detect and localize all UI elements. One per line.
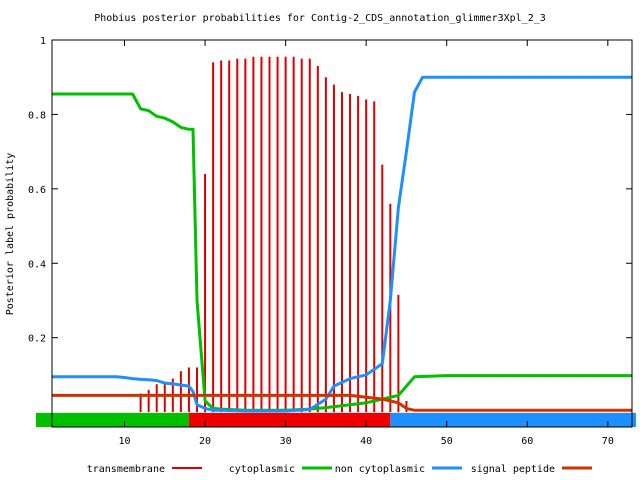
x-tick-label: 40 [360,436,372,447]
y-tick-label: 0.6 [28,185,46,196]
axis-ticks: 0.2 0.4 0.6 0.8 1 10 20 30 40 50 60 70 [28,36,632,447]
x-tick-label: 50 [441,436,453,447]
legend-label-signal-peptide: signal peptide [471,464,555,475]
plot-frame [51,39,633,428]
legend: transmembrane cytoplasmic non cytoplasmic s… [87,464,592,475]
y-axis-label: Posterior label probability [5,153,16,316]
topology-segment-transmembrane [188,412,391,427]
topology-segment-cytoplasmic [36,412,189,427]
topology-bar [36,412,636,427]
signal-peptide-line [52,393,632,412]
cytoplasmic-line [52,92,632,412]
legend-label-transmembrane: transmembrane [87,464,165,475]
x-tick-label: 20 [199,436,211,447]
y-tick-label: 0.2 [28,334,46,345]
x-tick-label: 10 [118,436,130,447]
chart-title: Phobius posterior probabilities for Cont… [94,13,546,24]
y-tick-label: 0.8 [28,110,46,121]
probability-lines [52,75,632,413]
topology-segment-non-cytoplasmic [390,412,636,427]
y-tick-label: 1 [40,36,46,47]
x-tick-label: 30 [280,436,292,447]
y-tick-label: 0.4 [28,259,46,270]
transmembrane-impulses [139,56,408,413]
non-cytoplasmic-line [52,75,632,413]
legend-label-cytoplasmic: cytoplasmic [229,464,295,475]
legend-label-non-cytoplasmic: non cytoplasmic [335,464,425,475]
x-tick-label: 70 [602,436,614,447]
x-tick-label: 60 [521,436,533,447]
